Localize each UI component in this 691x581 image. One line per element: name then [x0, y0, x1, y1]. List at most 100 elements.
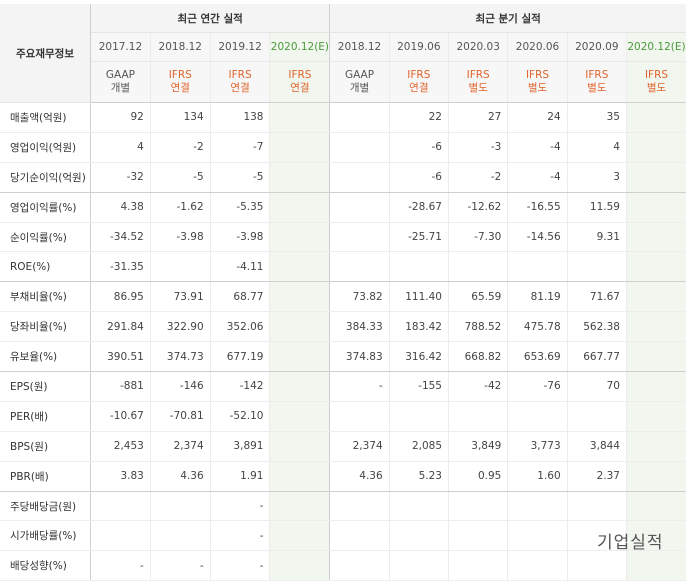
- table-cell: 73.82: [329, 281, 390, 313]
- row-label: 배당성향(%): [0, 550, 91, 581]
- table-cell: [447, 550, 508, 581]
- table-cell: [625, 520, 686, 552]
- table-cell: [269, 431, 331, 462]
- accounting-standard: IFRS 연결: [269, 61, 331, 103]
- table-row: PBR(배) 3.83 4.36 1.91 4.36 5.23 0.95 1.60 2.37: [0, 461, 686, 492]
- table-cell: [269, 311, 331, 343]
- table-cell: 35: [566, 102, 627, 133]
- table-cell: [625, 491, 686, 522]
- table-cell: 390.51: [90, 341, 151, 373]
- period-date: 2019.06: [388, 32, 449, 62]
- row-label: 유보율(%): [0, 341, 91, 373]
- accounting-standard: IFRS 별도: [625, 61, 686, 103]
- row-label: PER(배): [0, 401, 91, 432]
- table-cell: 374.73: [149, 341, 211, 373]
- table-cell: [388, 550, 449, 581]
- accounting-standard: IFRS 연결: [388, 61, 449, 103]
- table-cell: -25.71: [388, 222, 449, 253]
- period-date: 2020.12(E): [625, 32, 686, 62]
- table-cell: [269, 102, 331, 133]
- table-cell: 68.77: [209, 281, 270, 313]
- period-date: 2020.03: [447, 32, 508, 62]
- accounting-standard: GAAP 개별: [329, 61, 390, 103]
- table-cell: [329, 192, 390, 223]
- table-cell: -12.62: [447, 192, 508, 223]
- standard-name: IFRS: [288, 69, 312, 81]
- table-cell: [329, 102, 390, 133]
- row-label: 부채비율(%): [0, 281, 91, 313]
- row-label: EPS(원): [0, 371, 91, 402]
- consolidation-basis: 별도: [646, 82, 667, 94]
- table-cell: [507, 550, 568, 581]
- table-cell: -14.56: [507, 222, 568, 253]
- table-cell: [329, 550, 390, 581]
- table-cell: [269, 461, 331, 492]
- accounting-standard-row: GAAP 개별 IFRS 연결 IFRS 연결 IFRS 연결 GAAP 개별 IFRS 연결 IFRS…: [0, 61, 686, 103]
- quarter-group-header: 최근 분기 실적: [329, 4, 686, 33]
- row-label: BPS(원): [0, 431, 91, 462]
- table-cell: [329, 222, 390, 253]
- table-cell: -28.67: [388, 192, 449, 223]
- table-cell: [447, 251, 508, 283]
- table-cell: -32: [90, 162, 151, 193]
- table-cell: [149, 491, 211, 522]
- table-cell: -142: [209, 371, 270, 402]
- table-cell: [149, 520, 211, 552]
- table-cell: [269, 192, 331, 223]
- table-cell: [625, 102, 686, 133]
- table-cell: -3.98: [149, 222, 211, 253]
- table-cell: 677.19: [209, 341, 270, 373]
- table-row: 시가배당률(%) -: [0, 520, 686, 552]
- table-cell: -: [90, 550, 151, 581]
- label-column-header: 주요재무정보: [0, 4, 91, 103]
- table-cell: [269, 401, 331, 432]
- table-cell: -2: [149, 132, 211, 163]
- standard-name: GAAP: [105, 69, 135, 81]
- standard-name: IFRS: [407, 69, 431, 81]
- table-cell: 562.38: [566, 311, 627, 343]
- period-date-row: 2017.12 2018.12 2019.12 2020.12(E) 2018.12 20…: [0, 32, 686, 62]
- consolidation-basis: 개별: [349, 82, 370, 94]
- table-cell: 4.36: [329, 461, 390, 492]
- table-cell: -3: [447, 132, 508, 163]
- table-cell: [269, 520, 331, 552]
- table-cell: [329, 491, 390, 522]
- consolidation-basis: 별도: [468, 82, 488, 94]
- table-cell: [625, 222, 686, 253]
- table-cell: -4.11: [209, 251, 270, 283]
- table-cell: -52.10: [209, 401, 270, 432]
- table-cell: 2,085: [388, 431, 449, 462]
- consolidation-basis: 연결: [290, 82, 310, 94]
- table-cell: -7: [209, 132, 270, 163]
- table-cell: 384.33: [329, 311, 390, 343]
- table-cell: 92: [90, 102, 151, 133]
- consolidation-basis: 별도: [527, 82, 548, 94]
- table-cell: [329, 401, 390, 432]
- table-row: ROE(%) -31.35 -4.11: [0, 251, 686, 283]
- table-cell: 1.91: [209, 461, 270, 492]
- table-cell: 73.91: [149, 281, 211, 313]
- table-cell: 668.82: [447, 341, 508, 373]
- standard-name: IFRS: [585, 69, 609, 81]
- table-row: 영업이익률(%) 4.38 -1.62 -5.35 -28.67 -12.62 -16.55…: [0, 192, 686, 223]
- row-label: 매출액(억원): [0, 102, 91, 133]
- table-cell: -155: [388, 371, 449, 402]
- row-label: 당기순이익(억원): [0, 162, 91, 193]
- table-cell: -6: [388, 132, 449, 163]
- table-cell: [625, 550, 686, 581]
- table-row: 영업이익(억원) 4 -2 -7 -6 -3 -4 4: [0, 132, 686, 163]
- table-cell: [566, 251, 627, 283]
- table-cell: 1.60: [507, 461, 568, 492]
- table-cell: [388, 520, 449, 552]
- table-cell: 788.52: [447, 311, 508, 343]
- table-row: BPS(원) 2,453 2,374 3,891 2,374 2,085 3,849 3,77…: [0, 431, 686, 462]
- table-cell: 3,773: [507, 431, 568, 462]
- table-cell: [329, 132, 390, 163]
- row-label: 영업이익(억원): [0, 132, 91, 163]
- table-cell: 4: [90, 132, 151, 163]
- table-cell: -: [209, 491, 270, 522]
- table-cell: 2,374: [329, 431, 390, 462]
- table-cell: -5.35: [209, 192, 270, 223]
- table-cell: [625, 132, 686, 163]
- table-cell: [269, 550, 331, 581]
